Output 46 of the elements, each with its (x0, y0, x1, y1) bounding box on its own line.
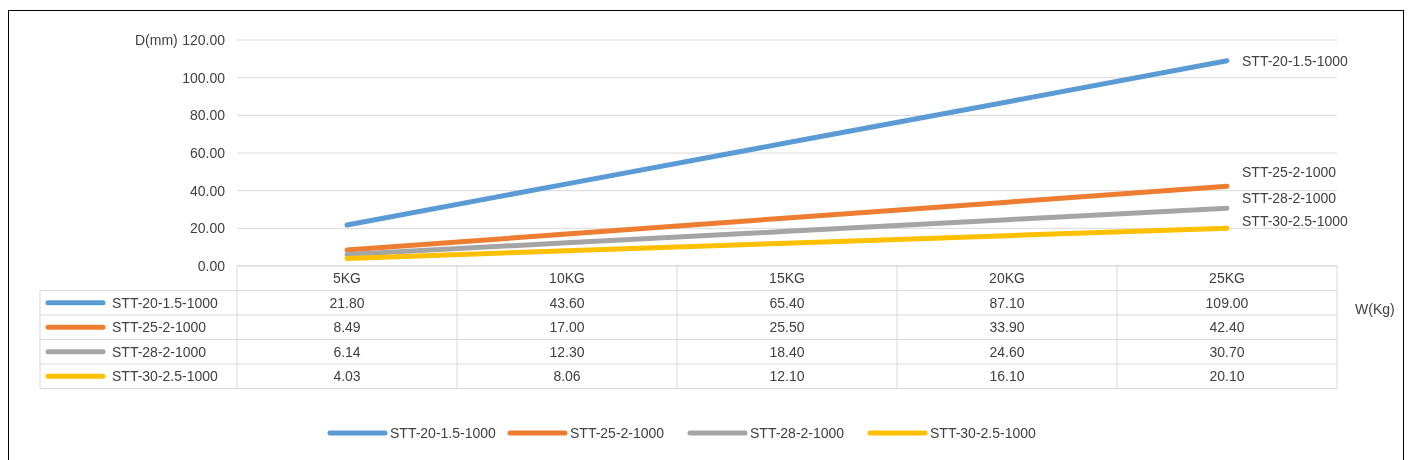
y-tick-label: 40.00 (189, 182, 226, 199)
legend-label: STT-30-2.5-1000 (930, 424, 1037, 441)
legend-label: STT-25-2-1000 (112, 319, 207, 336)
data-label: 12.10 (769, 368, 805, 385)
data-label: 21.80 (329, 294, 365, 311)
y-tick-label: 100.00 (182, 69, 226, 86)
data-label: 24.60 (989, 343, 1025, 360)
x-tick-label: 5KG (332, 270, 362, 287)
x-tick-label: 20KG (989, 270, 1025, 287)
text: STT-20-1.5-1000 (390, 424, 496, 441)
text: STT-30-2.5-1000 (112, 368, 218, 385)
data-label: 8.49 (333, 319, 361, 336)
x-tick-label: 25KG (1209, 270, 1245, 287)
text: STT-30-2.5-1000 (1242, 212, 1348, 229)
x-axis-title: W(Kg) (1355, 300, 1395, 317)
text: STT-25-2-1000 (1242, 163, 1337, 180)
x-tick-label: 15KG (769, 270, 805, 287)
y-tick-label: 0.00 (197, 257, 226, 274)
text: STT-28-2-1000 (750, 424, 845, 441)
y-tick-label: 120.00 (182, 31, 226, 48)
y-tick-label: 20.00 (189, 220, 226, 237)
legend-label: STT-20-1.5-1000 (112, 294, 219, 311)
data-label: 6.14 (333, 343, 361, 360)
y-axis-title: D(mm) (135, 31, 178, 48)
data-label: 17.00 (549, 319, 585, 336)
data-label: 4.03 (333, 368, 361, 385)
text: STT-28-2-1000 (1242, 189, 1337, 206)
data-label: 18.40 (769, 343, 805, 360)
data-label: 20.10 (1209, 368, 1245, 385)
data-label: 87.10 (989, 294, 1025, 311)
data-label: 12.30 (549, 343, 585, 360)
data-label: 65.40 (769, 294, 805, 311)
text: STT-20-1.5-1000 (1242, 52, 1348, 69)
text: STT-25-2-1000 (570, 424, 665, 441)
y-tick-label: 80.00 (189, 107, 226, 124)
legend-label: STT-28-2-1000 (112, 343, 207, 360)
data-label: 8.06 (553, 368, 581, 385)
x-tick-label: 10KG (549, 270, 585, 287)
data-label: 109.00 (1205, 294, 1249, 311)
data-label: 25.50 (769, 319, 805, 336)
data-label: 33.90 (989, 319, 1025, 336)
data-label: 16.10 (989, 368, 1025, 385)
data-label: 30.70 (1209, 343, 1245, 360)
data-label: 43.60 (549, 294, 585, 311)
data-label: 42.40 (1209, 319, 1245, 336)
y-tick-label: 60.00 (189, 144, 226, 161)
